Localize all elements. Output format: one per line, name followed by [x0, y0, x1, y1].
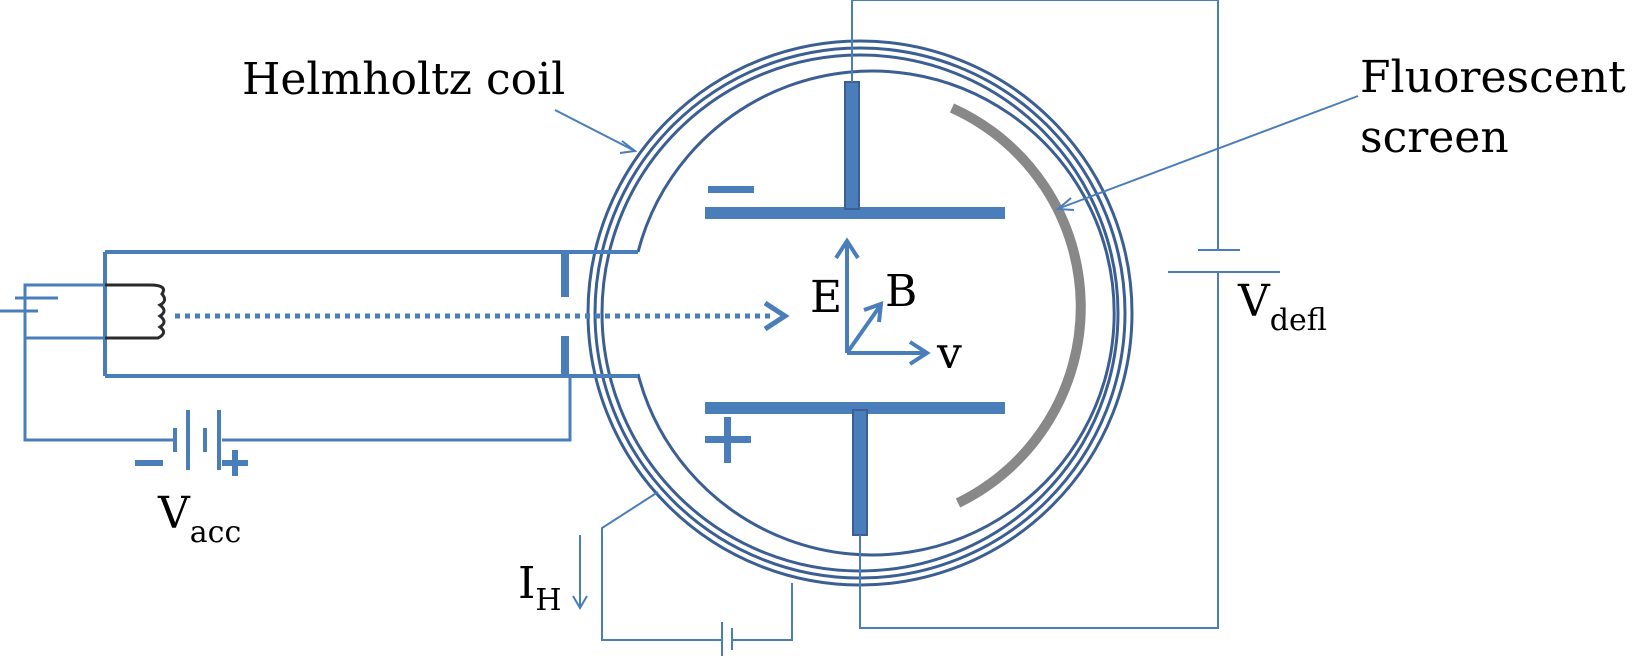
electron-beam-arrowhead [763, 300, 790, 332]
vector-arrows [834, 237, 931, 366]
velocity-label: v [936, 328, 962, 379]
coil-supply-circuit [601, 491, 793, 656]
v-defl-subscript: defl [1270, 303, 1327, 338]
e-field-label: E [810, 272, 842, 323]
v-acc-subscript: acc [190, 515, 242, 550]
i-h-label: IH [518, 558, 562, 618]
electron-gun-tube [103, 250, 638, 378]
v-acc-main: V [157, 488, 191, 539]
current-arrow [572, 535, 588, 610]
i-h-subscript: H [535, 583, 561, 618]
v-acc-label: Vacc [157, 488, 241, 550]
battery-plus-sign [222, 450, 248, 476]
callout-leaders [554, 95, 1359, 211]
v-defl-label: Vdefl [1237, 276, 1327, 338]
lower-deflection-plate [705, 402, 1005, 414]
fluorescent-screen [949, 103, 1086, 508]
deflection-circuit [851, 0, 1280, 629]
helmholtz-coil-label: Helmholtz coil [242, 54, 565, 105]
lower-plate-stem [852, 409, 868, 536]
upper-deflection-plate [705, 207, 1005, 219]
battery-minus-sign [135, 460, 163, 466]
filament-battery-icon [0, 296, 58, 313]
plus-plate-marker [705, 417, 751, 463]
minus-plate-marker [708, 186, 754, 193]
i-h-main: I [518, 558, 535, 609]
glass-bulb [636, 69, 1116, 557]
filament-icon [105, 283, 167, 340]
fluorescent-screen-label-line2: screen [1360, 112, 1509, 163]
acceleration-battery-icon [173, 410, 221, 470]
fluorescent-screen-label-line1: Fluorescent [1360, 52, 1626, 103]
v-defl-main: V [1237, 276, 1271, 327]
b-field-label: B [885, 266, 917, 317]
upper-plate-stem [844, 81, 860, 210]
